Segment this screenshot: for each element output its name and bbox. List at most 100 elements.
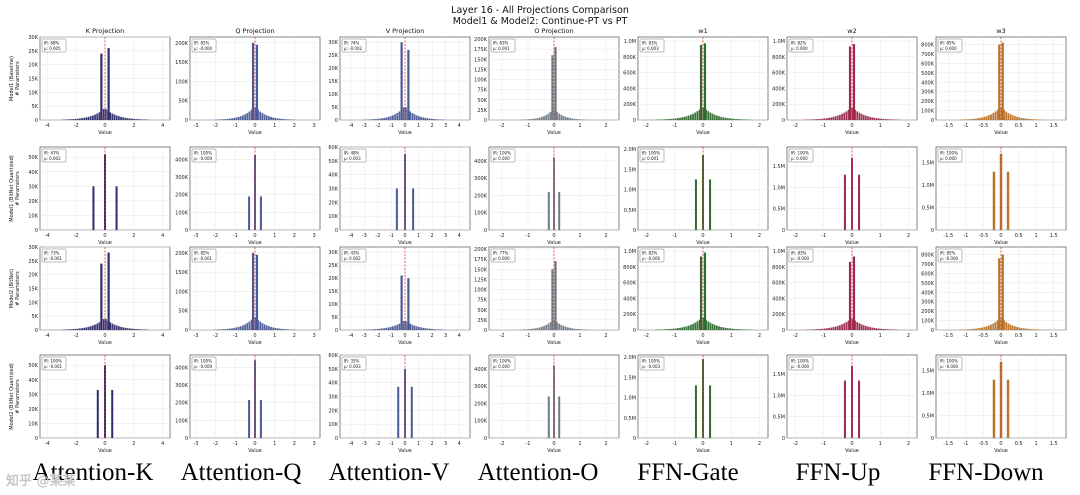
histogram-bar [733, 118, 736, 120]
histogram-bar [272, 117, 275, 120]
stats-box [788, 356, 814, 371]
x-tick-label: 0 [850, 441, 853, 447]
x-tick-label: 1 [879, 123, 882, 129]
stats-text: μ: -0.000 [791, 256, 810, 261]
x-tick-label: -3 [193, 233, 198, 239]
histogram-bar [681, 117, 684, 120]
stats-box [41, 248, 67, 263]
histogram-bar [577, 119, 580, 120]
histogram-panel: -2 -1 0 1 2 0 100K 200K 300K 400K Value IR: 100%μ: … [474, 146, 620, 246]
x-axis-label: Value [98, 240, 112, 246]
histogram-bar [1006, 379, 1010, 438]
x-tick-label: -2 [213, 333, 218, 339]
histogram-bar [677, 118, 679, 120]
histogram-bar [1029, 329, 1031, 330]
histogram-bar [420, 327, 422, 330]
histogram-peak-bar [848, 46, 852, 120]
row-label: # Parameters [15, 271, 21, 306]
stats-text: IR: 82% [791, 41, 807, 46]
y-tick-label: 30K [28, 392, 38, 398]
histogram-bar [817, 329, 820, 330]
x-tick-label: -1 [233, 333, 238, 339]
stats-text: IR: 73% [44, 251, 60, 256]
histogram-bar [381, 118, 383, 120]
histogram-bar [381, 328, 383, 330]
y-tick-label: 20K [328, 200, 338, 206]
histogram-bar [281, 328, 283, 330]
x-tick-label: 0 [850, 123, 853, 129]
stats-text: μ: -0.000 [940, 364, 959, 369]
histogram-bar [532, 118, 535, 120]
y-tick-label: 5K [332, 315, 339, 321]
x-tick-label: 1 [1035, 333, 1038, 339]
x-tick-label: 0 [103, 233, 106, 239]
y-tick-label: 700K [921, 52, 935, 58]
histogram-bar [426, 328, 429, 330]
stats-text: μ: 0.000 [493, 364, 510, 369]
histogram-bar [569, 118, 571, 120]
x-tick-label: -2 [375, 441, 380, 447]
histogram-peak-bar [848, 262, 852, 330]
x-tick-label: -1 [672, 233, 677, 239]
histogram-panel: -2 -1 0 1 2 0 0.5M 1.0M 1.5M Value IR: 100%μ: 0.00… [773, 146, 918, 246]
histogram-peak-bar [998, 44, 1001, 120]
histogram-bar [729, 328, 731, 330]
y-tick-label: 100K [474, 288, 488, 294]
y-tick-label: 50K [178, 99, 188, 105]
x-tick-label: 0 [999, 233, 1002, 239]
histogram-bar [431, 118, 433, 120]
histogram-bar [739, 119, 742, 120]
histogram-bar [254, 360, 256, 438]
histogram-bar [422, 117, 425, 120]
y-tick-label: 500K [921, 281, 935, 287]
y-tick-label: 400K [921, 80, 935, 86]
histogram-panel: -2 -1 0 1 2 0 200K 400K 600K 800K 1.0M Value IR: 83%… [623, 246, 769, 346]
y-tick-label: 0 [931, 328, 934, 334]
y-tick-label: 10K [28, 90, 38, 96]
histogram-bar [370, 119, 373, 120]
x-tick-label: 0 [999, 333, 1002, 339]
histogram-panel: -3 -2 -1 0 1 2 3 0 50K 100K 150K 200K Value IR: 85%μ:… [175, 36, 321, 136]
histogram-bar [862, 325, 865, 330]
histogram-bar [287, 119, 290, 120]
histogram-bar [439, 119, 442, 120]
histogram-panel: -2 -1 0 1 2 0 100K 200K 300K 400K Value IR: 100%μ: … [474, 354, 620, 454]
histogram-bar [1009, 324, 1012, 330]
histogram-bar [882, 328, 885, 330]
x-tick-label: -0.5 [979, 123, 989, 129]
histogram-bar [118, 116, 120, 120]
x-axis-label: Value [994, 130, 1008, 136]
histogram-panel: -1.5 -1 -0.5 0 0.5 1 1.5 0 100K 200K 300K 400K 500K 6… [921, 246, 1067, 346]
histogram-bar [681, 327, 684, 330]
histogram-bar [839, 114, 841, 120]
histogram-bar [694, 322, 697, 330]
y-tick-label: 1.0M [624, 188, 636, 194]
histogram-bar [235, 117, 238, 120]
y-tick-label: 300K [474, 384, 488, 390]
histogram-bar [696, 111, 699, 120]
histogram-peak-bar [551, 269, 554, 330]
x-tick-label: -1 [672, 333, 677, 339]
histogram-bar [379, 118, 381, 120]
histogram-bar [387, 327, 390, 330]
x-axis-label: Value [994, 448, 1008, 454]
histogram-bar [222, 329, 225, 330]
histogram-bar [224, 119, 227, 120]
x-tick-label: 2 [907, 123, 910, 129]
row-label: Model1 (BitNet Quantized) [9, 155, 15, 221]
histogram-bar [541, 326, 543, 330]
histogram-bar [248, 321, 251, 330]
y-tick-label: 100K [175, 210, 189, 216]
x-tick-label: -1 [526, 333, 531, 339]
x-tick-label: 2 [758, 441, 761, 447]
stats-text: IR: 48% [344, 151, 360, 156]
histogram-bar [819, 118, 822, 120]
x-axis-label: Value [547, 240, 561, 246]
y-tick-label: 0 [782, 436, 785, 442]
watermark: 知乎 @某某 [6, 474, 76, 489]
histogram-bar [1005, 111, 1008, 120]
histogram-bar [562, 116, 565, 120]
histogram-bar [1020, 117, 1023, 120]
stats-text: IR: 74% [344, 41, 360, 46]
histogram-bar [832, 116, 835, 120]
